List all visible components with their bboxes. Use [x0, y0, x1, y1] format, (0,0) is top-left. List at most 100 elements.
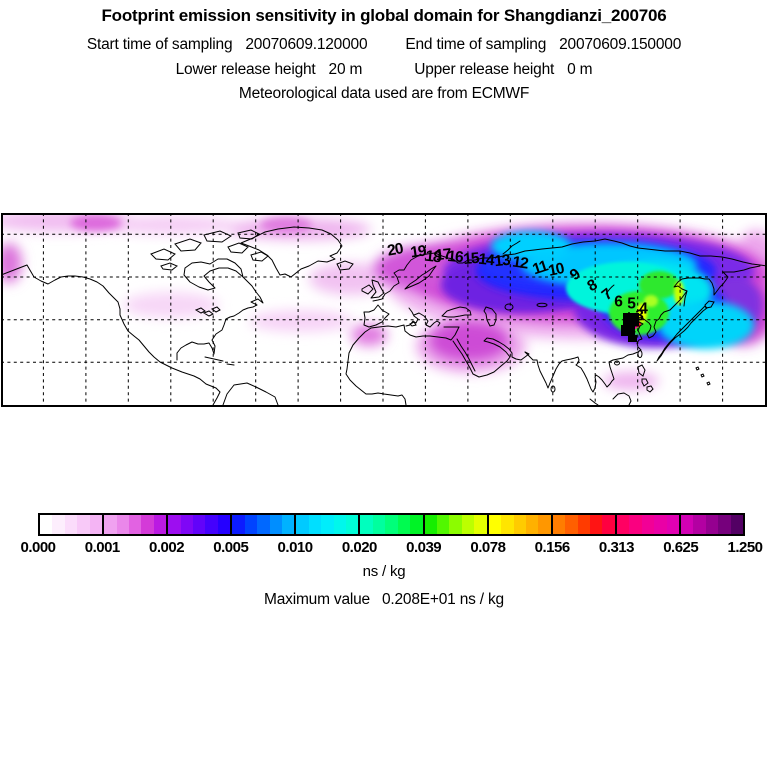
plume-blob: [106, 216, 236, 234]
trajectory-hour-label: 15: [463, 250, 481, 268]
plume-blob: [429, 321, 509, 361]
colorbar-cell: [705, 515, 719, 534]
trajectory-hour-label: 14: [478, 251, 496, 270]
lower-release-pair: Lower release height 20 m: [176, 61, 363, 79]
colorbar-tick-label: 0.625: [663, 539, 699, 556]
end-time-label: End time of sampling: [405, 36, 547, 53]
colorbar-segment: [358, 515, 423, 534]
colorbar-segment: [614, 515, 679, 534]
colorbar-cell: [281, 515, 295, 534]
start-time-label: Start time of sampling: [86, 36, 233, 53]
colorbar-cell: [616, 515, 630, 534]
colorbar-cell: [360, 515, 373, 534]
maximum-value-line: Maximum value 0.208E+01 ns / kg: [0, 591, 768, 609]
colorbar-tick-label: 0.000: [20, 539, 56, 556]
plume-blob: [644, 295, 658, 307]
colorbar-cell: [730, 515, 744, 534]
colorbar-cell: [602, 515, 615, 534]
colorbar-cell: [321, 515, 334, 534]
plume-blob: [351, 324, 387, 346]
colorbar-cell: [52, 515, 65, 534]
met-data-line: Meteorological data used are from ECMWF: [0, 85, 768, 103]
colorbar-cell: [590, 515, 603, 534]
colorbar-cell: [693, 515, 706, 534]
colorbar-cell: [436, 515, 450, 534]
colorbar-cell: [308, 515, 322, 534]
plume-blob: [658, 301, 754, 349]
colorbar-tick-label: 0.005: [213, 539, 249, 556]
colorbar-cell: [654, 515, 667, 534]
colorbar-cell: [513, 515, 526, 534]
colorbar-tick-label: 0.078: [470, 539, 506, 556]
colorbar-ticks: 0.000 0.001 0.002 0.005 0.010 0.020 0.039 0.078…: [20, 539, 763, 557]
colorbar-cell: [680, 515, 694, 534]
plume-blob: [491, 231, 571, 261]
colorbar-cell: [89, 515, 103, 534]
overlapped-labels-cluster: [621, 325, 635, 336]
trajectory-hour-label: 1: [627, 320, 636, 337]
colorbar-cell: [244, 515, 258, 534]
colorbar-segment: [294, 515, 359, 534]
colorbar-cell: [718, 515, 731, 534]
colorbar-cell: [205, 515, 218, 534]
colorbar-cell: [552, 515, 566, 534]
trajectory-hour-label: 16: [447, 248, 465, 266]
colorbar-cell: [525, 515, 539, 534]
trajectory-hour-label: 10: [547, 260, 566, 280]
plume-blob: [1, 243, 22, 283]
overlapped-labels-cluster: [628, 335, 637, 342]
page-title: Footprint emission sensitivity in global…: [0, 6, 768, 26]
colorbar-cell: [372, 515, 386, 534]
map-border: [1, 213, 767, 407]
start-time-pair: Start time of sampling 20070609.120000: [87, 36, 368, 54]
colorbar-cell: [666, 515, 679, 534]
trajectory-hour-label: 5: [627, 296, 636, 313]
colorbar-cell: [641, 515, 655, 534]
lower-release-value: 20 m: [328, 61, 363, 78]
colorbar-cell: [461, 515, 475, 534]
colorbar-tick-label: 0.313: [598, 539, 635, 556]
colorbar-cell: [474, 515, 487, 534]
plume-blob: [260, 217, 312, 233]
colorbar-cell: [333, 515, 347, 534]
trajectory-hour-label: 18: [425, 248, 443, 267]
release-height-line: Lower release height 20 m Upper release …: [0, 61, 768, 79]
plume-blob: [639, 271, 679, 299]
colorbar-tick-label: 0.002: [149, 539, 185, 556]
colorbar-cell: [538, 515, 551, 534]
colorbar-cell: [40, 515, 53, 534]
colorbar-segment: [166, 515, 231, 534]
map-panel: 20 19 18 17 16 15 14 13 12 11 10 9 8 7 6 5 4 3 2 1: [1, 213, 767, 407]
colorbar-cell: [116, 515, 129, 534]
trajectory-hour-label: 11: [531, 257, 551, 278]
colorbar-tick-label: 0.010: [277, 539, 314, 556]
upper-release-label: Upper release height: [414, 61, 555, 78]
met-data-text: Meteorological data used are from ECMWF: [238, 85, 530, 102]
colorbar-cell: [488, 515, 502, 534]
colorbar-segment: [230, 515, 295, 534]
colorbar-segment: [550, 515, 615, 534]
colorbar-tick-label: 0.156: [534, 539, 571, 556]
end-time-value: 20070609.150000: [559, 36, 682, 53]
end-time-pair: End time of sampling 20070609.150000: [405, 36, 681, 54]
colorbar-tick-label: 0.001: [84, 539, 121, 556]
colorbar-cell: [77, 515, 90, 534]
colorbar-segment: [422, 515, 487, 534]
upper-release-pair: Upper release height 0 m: [414, 61, 592, 79]
colorbar-cell: [232, 515, 245, 534]
maximum-value-label: Maximum value: [264, 591, 370, 608]
colorbar-segment: [486, 515, 551, 534]
trajectory-hour-label: 17: [435, 246, 452, 265]
colorbar-cell: [153, 515, 167, 534]
trajectory-hour-label: 3: [635, 308, 644, 325]
colorbar-cell: [257, 515, 270, 534]
colorbar-cell: [410, 515, 423, 534]
trajectory-hour-label: 6: [614, 294, 623, 311]
trajectory-hour-label: 19: [409, 242, 428, 261]
plume-blob: [70, 215, 122, 231]
upper-release-value: 0 m: [567, 61, 593, 78]
trajectory-hour-label: 4: [639, 301, 648, 318]
colorbar-cell: [104, 515, 117, 534]
